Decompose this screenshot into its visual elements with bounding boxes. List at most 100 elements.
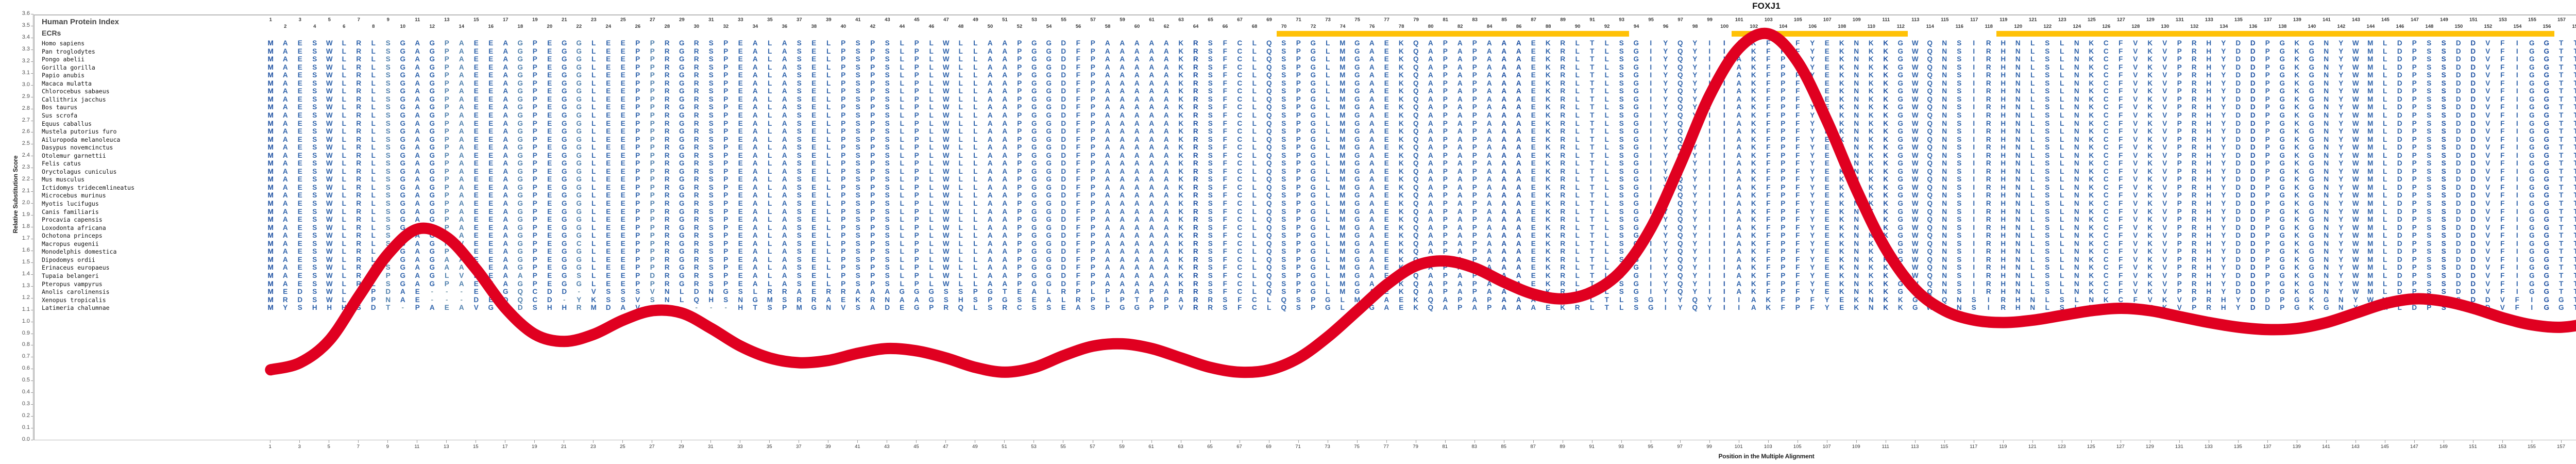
residue: Y — [1663, 111, 1668, 119]
ecr-region-bar[interactable] — [1996, 31, 2554, 37]
residue: K — [2147, 127, 2153, 136]
ecr-region-bar[interactable] — [1732, 31, 1908, 37]
residue: D — [2455, 191, 2461, 200]
residue: G — [400, 63, 405, 71]
species-label[interactable]: Ictidomys tridecemlineatus — [42, 184, 135, 191]
residue: A — [1457, 55, 1463, 63]
residue: E — [1824, 159, 1829, 168]
residue: P — [444, 143, 449, 152]
residue: N — [2324, 159, 2329, 168]
ruler-position: 141 — [2322, 17, 2331, 23]
species-label[interactable]: Felis catus — [42, 160, 81, 168]
residue: L — [900, 183, 904, 191]
residue: G — [679, 55, 685, 63]
residue: K — [2294, 55, 2300, 63]
residue: L — [2060, 159, 2064, 168]
residue: K — [1839, 63, 1844, 71]
species-label[interactable]: Gorilla gorilla — [42, 63, 95, 71]
species-label[interactable]: Microcebus murinus — [42, 192, 106, 200]
species-label[interactable]: Papio anubis — [42, 72, 85, 79]
residue: P — [1781, 191, 1786, 200]
species-label[interactable]: Chlorocebus sabaeus — [42, 88, 110, 95]
residue: G — [679, 39, 685, 47]
residue: P — [841, 63, 846, 71]
residue: S — [885, 200, 890, 207]
species-label[interactable]: Sus scrofa — [42, 111, 78, 119]
residue: L — [2060, 79, 2064, 87]
species-label[interactable]: Equus caballus — [42, 120, 92, 127]
residue: L — [342, 151, 346, 159]
species-label[interactable]: Oryctolagus cuniculus — [42, 168, 117, 175]
residue: S — [855, 87, 860, 95]
residue: P — [1296, 119, 1301, 127]
species-label[interactable]: Dasypus novemcinctus — [42, 144, 113, 152]
residue: N — [1854, 183, 1859, 191]
species-label[interactable]: Macaca mulatta — [42, 79, 92, 87]
residue: D — [2470, 111, 2476, 119]
residue: A — [752, 111, 758, 119]
residue: V — [2485, 151, 2490, 159]
residue: P — [914, 127, 919, 136]
species-label[interactable]: Myotis lucifugus — [42, 200, 99, 207]
residue: Y — [1692, 167, 1698, 175]
ecr-region-bar[interactable] — [1276, 31, 1629, 37]
residue: D — [2470, 103, 2476, 111]
residue: V — [2133, 191, 2138, 200]
species-label[interactable]: Pongo abelii — [42, 56, 85, 63]
residue: L — [826, 71, 831, 79]
residue: L — [973, 39, 978, 47]
residue: G — [2279, 135, 2285, 143]
residue: I — [1973, 71, 1975, 79]
residue: P — [723, 47, 728, 55]
residue: G — [679, 191, 685, 200]
species-label[interactable]: Pan troglodytes — [42, 47, 95, 55]
residue: W — [2352, 127, 2359, 136]
residue: L — [342, 47, 346, 55]
residue: P — [841, 87, 846, 95]
residue: T — [2559, 200, 2564, 207]
residue: S — [2441, 119, 2446, 127]
residue: L — [1575, 87, 1580, 95]
residue: A — [1369, 183, 1375, 191]
residue: K — [2147, 71, 2153, 79]
residue: A — [1457, 175, 1463, 184]
residue: D — [2455, 175, 2461, 184]
residue: L — [929, 39, 934, 47]
residue: K — [1883, 143, 1889, 152]
residue: T — [1590, 200, 1595, 207]
residue: L — [591, 95, 596, 103]
residue: Y — [1692, 79, 1698, 87]
residue: V — [2485, 55, 2490, 63]
species-label[interactable]: Ailuropoda melanoleuca — [42, 136, 121, 143]
residue: P — [1017, 151, 1022, 159]
residue: S — [1281, 135, 1286, 143]
residue: S — [312, 95, 317, 103]
residue: M — [2367, 151, 2374, 159]
species-label[interactable]: Mustela putorius furo — [42, 128, 117, 136]
residue: P — [635, 159, 640, 168]
residue: N — [1942, 200, 1947, 207]
species-label[interactable]: Otolemur garnettii — [42, 152, 106, 159]
residue: F — [1766, 200, 1771, 207]
residue: V — [2162, 135, 2167, 143]
residue: Y — [2221, 191, 2226, 200]
ruler-position: 71 — [1296, 17, 1301, 23]
residue: Y — [2338, 135, 2344, 143]
ruler-position: 52 — [1016, 24, 1023, 29]
residue: N — [1942, 63, 1947, 71]
residue: E — [738, 183, 743, 191]
residue: G — [1354, 175, 1360, 184]
species-label[interactable]: Bos taurus — [42, 104, 78, 111]
species-label[interactable]: Callithrix jacchus — [42, 95, 106, 103]
residue: A — [1486, 200, 1492, 207]
residue: A — [782, 200, 787, 207]
residue: L — [958, 159, 963, 168]
residue: S — [385, 135, 391, 143]
residue: L — [1575, 47, 1580, 55]
residue: G — [1310, 191, 1316, 200]
species-label[interactable]: Homo sapiens — [42, 40, 85, 47]
species-label[interactable]: Mus musculus — [42, 176, 85, 184]
ruler-position: 64 — [1193, 24, 1199, 29]
